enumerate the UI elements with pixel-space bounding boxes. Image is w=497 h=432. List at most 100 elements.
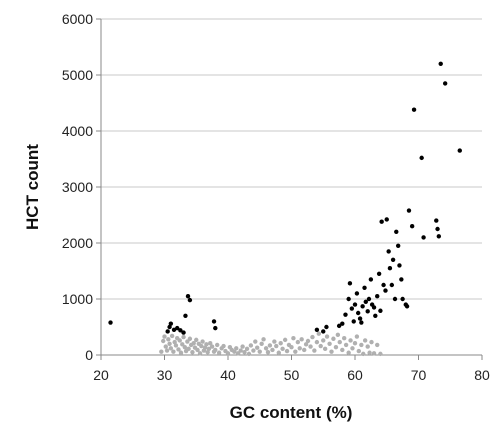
y-tick-label: 0 — [85, 347, 93, 363]
data-point — [282, 337, 288, 343]
data-point — [324, 334, 330, 339]
data-point — [327, 341, 332, 346]
data-point — [259, 341, 264, 346]
data-point — [394, 229, 399, 234]
data-point — [163, 344, 168, 349]
data-point — [297, 346, 302, 351]
data-point — [308, 344, 313, 349]
data-point — [166, 337, 171, 342]
data-point — [362, 338, 368, 343]
data-point — [355, 310, 361, 316]
data-point — [392, 296, 398, 302]
data-point — [363, 299, 368, 304]
data-point — [362, 285, 367, 290]
data-point — [257, 349, 262, 354]
data-point — [278, 341, 283, 346]
data-point — [216, 350, 222, 355]
data-point — [421, 235, 426, 240]
data-point — [310, 334, 315, 340]
data-point — [329, 349, 334, 354]
data-point — [316, 331, 322, 336]
data-point — [263, 346, 269, 351]
x-tick-label: 80 — [474, 367, 490, 383]
data-point — [340, 321, 345, 326]
data-point — [371, 351, 377, 356]
data-point — [182, 344, 188, 350]
data-point — [360, 304, 365, 309]
data-point — [369, 339, 374, 345]
data-point — [167, 341, 172, 346]
data-point — [284, 348, 290, 354]
data-point — [357, 316, 363, 321]
data-point — [173, 343, 179, 348]
data-point — [187, 297, 193, 303]
data-point — [202, 345, 208, 350]
data-point — [349, 306, 355, 311]
axes — [96, 18, 483, 360]
data-point — [322, 346, 328, 352]
y-tick-label: 1000 — [62, 291, 93, 307]
y-tick-labels: 0 1000 2000 3000 4000 5000 6000 — [62, 11, 93, 363]
data-point — [438, 61, 443, 66]
data-point — [352, 302, 358, 307]
y-axis-title: HCT count — [23, 144, 42, 230]
data-point — [342, 336, 347, 341]
data-point — [314, 327, 320, 332]
data-point — [347, 281, 353, 286]
data-point — [261, 337, 266, 342]
data-point — [168, 321, 174, 326]
x-tick-labels: 20 30 40 50 60 70 80 — [93, 367, 490, 383]
data-point — [346, 350, 351, 355]
data-point — [208, 341, 213, 346]
data-point — [371, 305, 377, 310]
data-point — [272, 339, 277, 344]
data-point — [378, 351, 383, 357]
data-point — [205, 350, 210, 355]
data-point — [409, 224, 415, 229]
data-point — [303, 342, 309, 347]
data-point — [162, 334, 167, 339]
data-point — [361, 351, 366, 357]
data-point — [276, 350, 281, 355]
data-point — [221, 343, 226, 349]
data-point — [375, 294, 380, 299]
data-point — [305, 338, 311, 344]
data-point — [436, 234, 442, 239]
data-point — [395, 243, 401, 248]
data-point — [375, 342, 380, 348]
x-tick-label: 70 — [411, 367, 427, 383]
data-point — [333, 344, 339, 350]
data-point — [190, 350, 195, 355]
data-point — [457, 148, 462, 153]
data-point — [180, 342, 185, 347]
x-axis-title: GC content (%) — [230, 403, 353, 422]
data-point — [365, 309, 370, 314]
data-point — [373, 313, 378, 318]
data-point — [336, 323, 342, 329]
data-point — [331, 336, 336, 341]
data-point — [365, 344, 370, 349]
data-point — [321, 338, 326, 343]
data-point — [213, 347, 218, 353]
data-point — [397, 263, 402, 268]
data-point — [177, 338, 182, 343]
data-point — [185, 294, 191, 299]
data-point — [175, 325, 180, 331]
data-point — [314, 339, 320, 345]
data-point — [211, 319, 217, 324]
data-point — [161, 338, 166, 344]
data-point — [381, 282, 386, 288]
data-point — [267, 343, 273, 348]
data-point — [213, 325, 218, 331]
gridlines — [101, 18, 482, 300]
y-tick-label: 4000 — [62, 123, 93, 139]
data-point — [225, 351, 231, 356]
data-point — [299, 337, 304, 342]
data-point — [165, 329, 170, 334]
data-point — [367, 350, 372, 355]
data-point — [324, 324, 329, 330]
data-point — [390, 257, 396, 262]
data-point — [386, 249, 391, 254]
data-point — [346, 296, 351, 302]
x-tick-label: 40 — [220, 367, 236, 383]
